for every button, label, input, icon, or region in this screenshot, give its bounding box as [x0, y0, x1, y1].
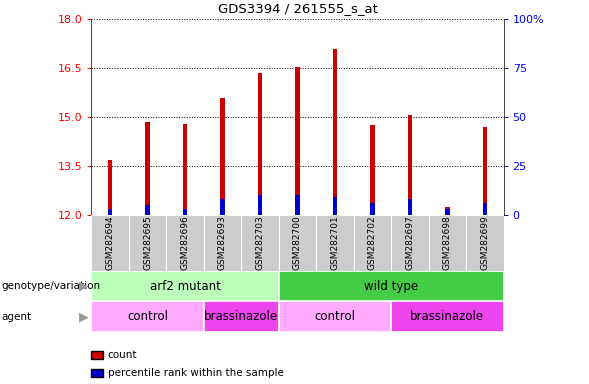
Bar: [445, 207, 449, 215]
Bar: [295, 66, 300, 215]
Bar: [333, 49, 337, 215]
Bar: [183, 124, 187, 215]
Text: wild type: wild type: [364, 280, 418, 293]
Bar: [370, 125, 375, 215]
Text: percentile rank within the sample: percentile rank within the sample: [108, 368, 284, 378]
Bar: [353, 215, 391, 271]
Bar: [482, 127, 487, 215]
Text: GSM282694: GSM282694: [105, 215, 114, 270]
Bar: [279, 271, 504, 301]
Bar: [408, 116, 412, 215]
Bar: [370, 203, 375, 215]
Text: GSM282702: GSM282702: [368, 215, 377, 270]
Bar: [316, 215, 353, 271]
Text: brassinazole: brassinazole: [204, 310, 278, 323]
Bar: [391, 301, 504, 332]
Text: GSM282700: GSM282700: [293, 215, 302, 270]
Text: GSM282695: GSM282695: [143, 215, 152, 270]
Bar: [220, 199, 225, 215]
Bar: [391, 215, 429, 271]
Bar: [204, 215, 241, 271]
Text: GSM282697: GSM282697: [405, 215, 415, 270]
Bar: [445, 209, 449, 215]
Bar: [91, 215, 129, 271]
Text: ▶: ▶: [80, 280, 89, 293]
Bar: [258, 195, 262, 215]
Bar: [429, 215, 466, 271]
Text: GSM282701: GSM282701: [330, 215, 339, 270]
Bar: [482, 203, 487, 215]
Text: ▶: ▶: [80, 310, 89, 323]
Bar: [279, 215, 316, 271]
Bar: [145, 122, 150, 215]
Text: count: count: [108, 350, 137, 360]
Bar: [91, 301, 204, 332]
Bar: [108, 160, 112, 215]
Bar: [408, 199, 412, 215]
Bar: [241, 215, 279, 271]
Bar: [183, 209, 187, 215]
Text: agent: agent: [1, 312, 31, 322]
Text: brassinazole: brassinazole: [411, 310, 484, 323]
Text: GSM282693: GSM282693: [218, 215, 227, 270]
Text: genotype/variation: genotype/variation: [1, 281, 100, 291]
Bar: [279, 301, 391, 332]
Bar: [295, 195, 300, 215]
Text: GSM282703: GSM282703: [256, 215, 264, 270]
Bar: [108, 209, 112, 215]
Bar: [333, 197, 337, 215]
Bar: [204, 301, 279, 332]
Bar: [145, 205, 150, 215]
Text: arf2 mutant: arf2 mutant: [150, 280, 220, 293]
Text: GSM282696: GSM282696: [180, 215, 190, 270]
Bar: [166, 215, 204, 271]
Bar: [129, 215, 166, 271]
Title: GDS3394 / 261555_s_at: GDS3394 / 261555_s_at: [217, 2, 378, 15]
Text: GSM282698: GSM282698: [443, 215, 452, 270]
Bar: [220, 98, 225, 215]
Bar: [91, 271, 279, 301]
Text: control: control: [315, 310, 355, 323]
Text: GSM282699: GSM282699: [481, 215, 489, 270]
Text: control: control: [127, 310, 168, 323]
Bar: [258, 73, 262, 215]
Bar: [466, 215, 504, 271]
